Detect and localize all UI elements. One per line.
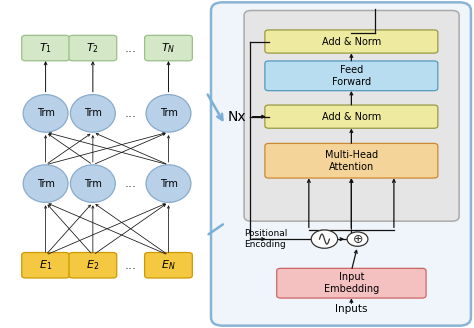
Ellipse shape	[71, 94, 115, 132]
FancyBboxPatch shape	[145, 253, 192, 278]
Text: $E_{2}$: $E_{2}$	[86, 258, 100, 272]
FancyBboxPatch shape	[265, 143, 438, 178]
FancyBboxPatch shape	[265, 61, 438, 91]
Text: $E_{1}$: $E_{1}$	[39, 258, 52, 272]
Text: Trm: Trm	[36, 108, 55, 118]
FancyBboxPatch shape	[244, 10, 459, 221]
Ellipse shape	[71, 165, 115, 202]
Text: ...: ...	[125, 177, 137, 190]
Text: $\oplus$: $\oplus$	[352, 233, 363, 246]
FancyBboxPatch shape	[69, 253, 117, 278]
Text: $T_{2}$: $T_{2}$	[86, 41, 100, 55]
Text: $E_{N}$: $E_{N}$	[161, 258, 176, 272]
Text: Multi-Head
Attention: Multi-Head Attention	[325, 150, 378, 172]
FancyBboxPatch shape	[22, 253, 70, 278]
Text: Trm: Trm	[160, 179, 177, 189]
FancyBboxPatch shape	[211, 2, 471, 326]
Text: ...: ...	[125, 42, 137, 54]
Text: Add & Norm: Add & Norm	[322, 36, 381, 47]
Text: Input
Embedding: Input Embedding	[324, 273, 379, 294]
Text: ...: ...	[125, 259, 137, 272]
Text: Feed
Forward: Feed Forward	[332, 65, 371, 87]
FancyBboxPatch shape	[277, 268, 426, 298]
Text: Trm: Trm	[84, 108, 102, 118]
FancyBboxPatch shape	[145, 35, 192, 61]
Text: Trm: Trm	[36, 179, 55, 189]
FancyBboxPatch shape	[69, 35, 117, 61]
Ellipse shape	[146, 165, 191, 202]
Circle shape	[347, 232, 368, 246]
Text: $T_{N}$: $T_{N}$	[161, 41, 176, 55]
Text: Add & Norm: Add & Norm	[322, 112, 381, 122]
Circle shape	[311, 230, 337, 248]
Text: Nx: Nx	[228, 110, 246, 124]
Text: Trm: Trm	[160, 108, 177, 118]
Text: $T_{1}$: $T_{1}$	[39, 41, 52, 55]
Text: Inputs: Inputs	[335, 304, 368, 314]
Text: Trm: Trm	[84, 179, 102, 189]
Ellipse shape	[146, 94, 191, 132]
FancyBboxPatch shape	[22, 35, 70, 61]
FancyBboxPatch shape	[265, 105, 438, 128]
Text: ...: ...	[125, 107, 137, 120]
FancyBboxPatch shape	[265, 30, 438, 53]
Ellipse shape	[23, 94, 68, 132]
Ellipse shape	[23, 165, 68, 202]
Text: Positional
Encoding: Positional Encoding	[244, 229, 287, 249]
